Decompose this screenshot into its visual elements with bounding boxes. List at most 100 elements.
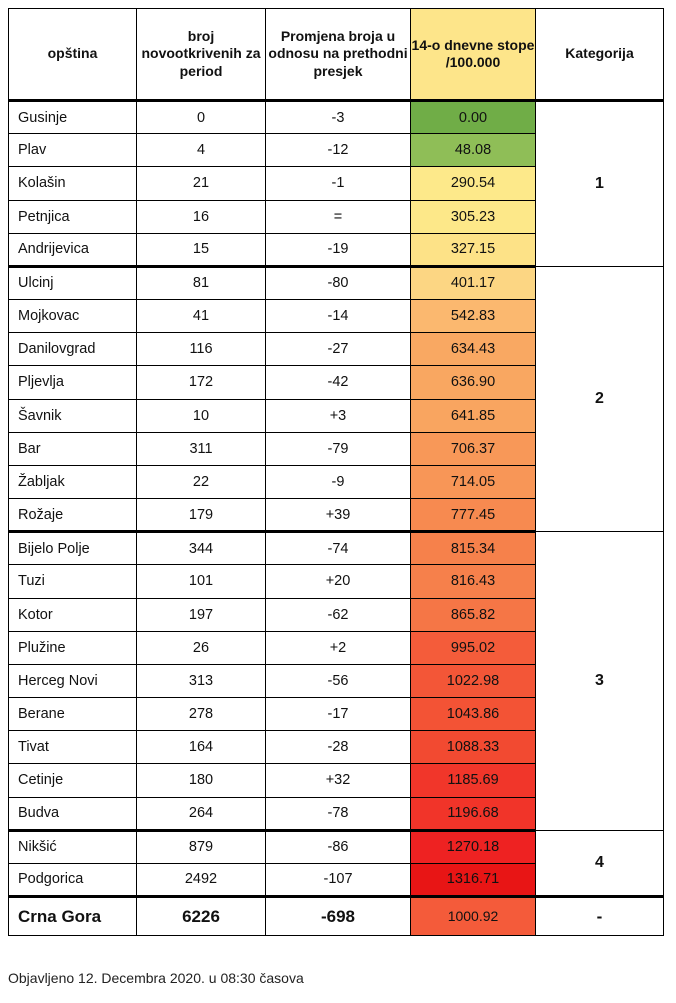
new-cases-cell: 15 — [136, 232, 266, 268]
new-cases-cell: 4 — [136, 133, 266, 168]
change-cell: -107 — [265, 862, 411, 899]
total-count-cell: 6226 — [136, 895, 266, 936]
municipality-cell: Žabljak — [8, 464, 137, 500]
municipality-cell: Plav — [8, 133, 137, 168]
table-row: Budva 264 -78 1196.68 — [8, 796, 664, 832]
municipality-cell: Rožaje — [8, 498, 137, 534]
municipality-cell: Šavnik — [8, 398, 137, 433]
change-cell: -42 — [265, 365, 411, 400]
table-row: Šavnik 10 +3 641.85 — [8, 398, 664, 433]
total-row: Crna Gora 6226 -698 1000.92- — [8, 895, 664, 936]
new-cases-cell: 41 — [136, 299, 266, 334]
new-cases-cell: 16 — [136, 199, 266, 234]
rate-cell: 0.00 — [410, 99, 536, 135]
new-cases-cell: 344 — [136, 531, 266, 566]
change-cell: -19 — [265, 232, 411, 268]
municipality-cell: Ulcinj — [8, 265, 137, 301]
municipality-cell: Cetinje — [8, 763, 137, 798]
change-cell: -9 — [265, 464, 411, 500]
table-row: Gusinje 0 -3 0.00 1 — [8, 99, 664, 267]
change-cell: +20 — [265, 564, 411, 599]
change-cell: +3 — [265, 398, 411, 433]
rate-cell: 815.34 — [410, 531, 536, 566]
rate-cell: 1270.18 — [410, 829, 536, 864]
change-cell: -78 — [265, 796, 411, 832]
table-row: Berane 278 -17 1043.86 — [8, 697, 664, 732]
total-name-cell: Crna Gora — [8, 895, 137, 936]
category-cell: 3 — [535, 531, 664, 831]
table-header-row: opština broj novootkrivenih za period Pr… — [8, 8, 664, 102]
new-cases-cell: 311 — [136, 431, 266, 466]
table-row: Podgorica 2492 -107 1316.71 — [8, 862, 664, 899]
municipality-cell: Plužine — [8, 630, 137, 665]
municipality-cell: Kolašin — [8, 166, 137, 201]
municipality-cell: Andrijevica — [8, 232, 137, 268]
new-cases-cell: 264 — [136, 796, 266, 832]
rate-cell: 816.43 — [410, 564, 536, 599]
municipality-cell: Nikšić — [8, 829, 137, 864]
rate-cell: 1316.71 — [410, 862, 536, 899]
new-cases-cell: 21 — [136, 166, 266, 201]
municipality-cell: Pljevlja — [8, 365, 137, 400]
new-cases-cell: 101 — [136, 564, 266, 599]
table-row: Ulcinj 81 -80 401.17 2 — [8, 265, 664, 533]
rate-cell: 305.23 — [410, 199, 536, 234]
change-cell: -56 — [265, 663, 411, 699]
change-cell: -3 — [265, 99, 411, 135]
table-row: Plužine 26 +2 995.02 — [8, 630, 664, 665]
rate-cell: 1196.68 — [410, 796, 536, 832]
municipality-cell: Mojkovac — [8, 299, 137, 334]
new-cases-cell: 22 — [136, 464, 266, 500]
table-row: Kolašin 21 -1 290.54 — [8, 166, 664, 201]
new-cases-cell: 164 — [136, 730, 266, 765]
rate-cell: 1043.86 — [410, 697, 536, 732]
new-cases-cell: 0 — [136, 99, 266, 135]
change-cell: -17 — [265, 697, 411, 732]
change-cell: +2 — [265, 630, 411, 665]
category-cell: 1 — [535, 100, 664, 267]
new-cases-cell: 179 — [136, 498, 266, 534]
category-cell: 4 — [535, 829, 664, 898]
table-row: Petnjica 16 = 305.23 — [8, 199, 664, 234]
rate-cell: 634.43 — [410, 332, 536, 367]
total-category-cell: - — [535, 895, 664, 936]
municipality-cell: Bijelo Polje — [8, 531, 137, 566]
change-cell: -27 — [265, 332, 411, 367]
new-cases-cell: 172 — [136, 365, 266, 400]
new-cases-cell: 116 — [136, 332, 266, 367]
header-14-day-rate: 14-o dnevne stope /100.000 — [410, 8, 536, 102]
municipality-cell: Bar — [8, 431, 137, 466]
change-cell: = — [265, 199, 411, 234]
rate-cell: 48.08 — [410, 133, 536, 168]
covid-municipality-table: opština broj novootkrivenih za period Pr… — [8, 8, 664, 936]
change-cell: -86 — [265, 829, 411, 864]
rate-cell: 636.90 — [410, 365, 536, 400]
category-cell: 2 — [535, 265, 664, 533]
rate-cell: 401.17 — [410, 265, 536, 301]
table-row: Kotor 197 -62 865.82 — [8, 597, 664, 632]
municipality-cell: Herceg Novi — [8, 663, 137, 699]
rate-cell: 1022.98 — [410, 663, 536, 699]
table-row: Nikšić 879 -86 1270.18 4 — [8, 829, 664, 898]
change-cell: -74 — [265, 531, 411, 566]
rate-cell: 641.85 — [410, 398, 536, 433]
header-new-cases: broj novootkrivenih za period — [136, 8, 266, 102]
table-row: Tivat 164 -28 1088.33 — [8, 730, 664, 765]
municipality-cell: Budva — [8, 796, 137, 832]
rate-cell: 290.54 — [410, 166, 536, 201]
new-cases-cell: 81 — [136, 265, 266, 301]
change-cell: -62 — [265, 597, 411, 632]
header-change: Promjena broja u odnosu na prethodni pre… — [265, 8, 411, 102]
change-cell: +39 — [265, 498, 411, 534]
rate-cell: 706.37 — [410, 431, 536, 466]
table-body: Gusinje 0 -3 0.00 1 Plav 4 -12 48.08 Kolašin 21 -1 2… — [8, 99, 664, 936]
header-municipality: opština — [8, 8, 137, 102]
change-cell: +32 — [265, 763, 411, 798]
change-cell: -14 — [265, 299, 411, 334]
municipality-cell: Petnjica — [8, 199, 137, 234]
table-row: Bijelo Polje 344 -74 815.34 3 — [8, 531, 664, 831]
rate-cell: 327.15 — [410, 232, 536, 268]
table-row: Rožaje 179 +39 777.45 — [8, 498, 664, 534]
table-row: Tuzi 101 +20 816.43 — [8, 564, 664, 599]
municipality-cell: Kotor — [8, 597, 137, 632]
